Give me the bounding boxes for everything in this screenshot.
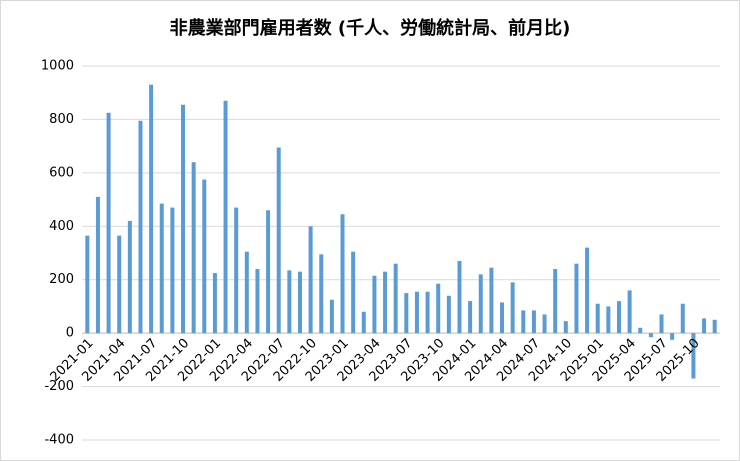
bar — [202, 179, 207, 334]
bar — [563, 321, 568, 334]
bar — [234, 207, 239, 334]
bar — [383, 271, 388, 334]
bar — [616, 301, 621, 334]
bar — [287, 270, 292, 334]
bar — [244, 251, 249, 334]
chart-title: 非農業部門雇用者数 (千人、労働統計局、前月比) — [170, 17, 571, 39]
bar — [659, 314, 664, 334]
bar — [159, 203, 164, 334]
bar — [149, 84, 154, 334]
bar — [489, 267, 494, 334]
bar — [308, 226, 313, 334]
bar — [255, 269, 260, 334]
bar — [531, 310, 536, 334]
bar — [510, 282, 515, 334]
bar — [191, 162, 196, 334]
bar — [138, 120, 143, 334]
y-tick-label: 600 — [49, 165, 74, 180]
bar — [212, 273, 217, 334]
bar — [319, 254, 324, 334]
bar — [351, 251, 356, 334]
bar — [329, 299, 334, 334]
bar — [553, 269, 558, 334]
bar — [85, 235, 90, 334]
bar — [574, 263, 579, 334]
bar — [595, 303, 600, 334]
bar — [670, 333, 675, 340]
bar — [521, 310, 526, 334]
bar — [117, 235, 122, 334]
bar — [627, 290, 632, 334]
bar — [436, 283, 441, 334]
bar — [297, 271, 302, 334]
bar — [585, 247, 590, 334]
bar — [170, 207, 175, 334]
bar — [223, 100, 228, 334]
y-tick-label: 0 — [66, 326, 74, 341]
bar — [95, 196, 100, 334]
bar — [638, 327, 643, 334]
bar — [372, 275, 377, 334]
bar — [393, 263, 398, 334]
bar — [468, 301, 473, 334]
bar — [425, 291, 430, 334]
bar — [542, 314, 547, 334]
bar — [106, 112, 111, 334]
bar — [478, 274, 483, 334]
bar — [266, 210, 271, 334]
bar — [340, 214, 345, 334]
bar — [712, 319, 717, 334]
bar — [457, 261, 462, 334]
y-tick-label: -200 — [44, 379, 74, 394]
bar — [404, 293, 409, 334]
bar — [181, 104, 186, 334]
y-tick-label: 1000 — [41, 59, 74, 74]
bar — [414, 291, 419, 334]
bar — [606, 306, 611, 334]
y-tick-label: -400 — [44, 433, 74, 448]
y-tick-label: 400 — [49, 219, 74, 234]
y-tick-label: 200 — [49, 272, 74, 287]
bar — [500, 302, 505, 334]
bar — [361, 311, 366, 334]
y-tick-label: 800 — [49, 112, 74, 127]
bar — [276, 147, 281, 334]
bar — [691, 333, 696, 379]
bar — [680, 303, 685, 334]
bar — [648, 333, 653, 338]
bar — [446, 295, 451, 334]
bar — [127, 220, 132, 334]
bar — [702, 318, 707, 334]
